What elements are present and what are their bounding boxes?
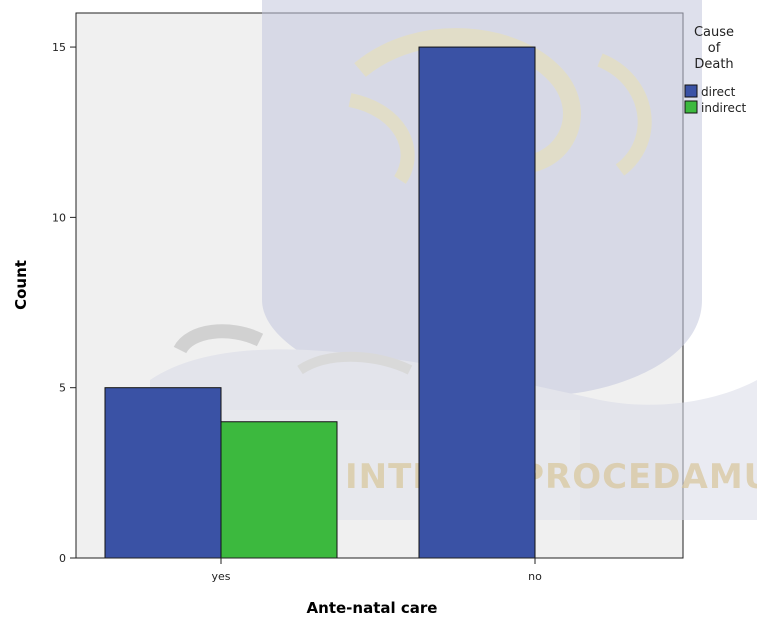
legend-label-indirect: indirect (701, 101, 747, 115)
legend: Cause of Death direct indirect (684, 25, 747, 115)
watermark-motto: INTEGRI PROCEDAMUS (345, 457, 757, 497)
y-ticks: 0 5 10 15 (52, 41, 76, 565)
bar-direct-yes (104, 387, 222, 559)
legend-items: direct indirect (684, 84, 747, 115)
bar-indirect-yes (220, 421, 338, 559)
y-tick-label: 0 (59, 552, 66, 565)
x-tick-label: yes (211, 570, 230, 583)
legend-label-direct: direct (701, 85, 736, 99)
x-ticks: yes no (211, 558, 542, 583)
bar-direct-no (418, 46, 536, 559)
x-tick-label: no (528, 570, 542, 583)
x-axis-title: Ante-natal care (307, 599, 438, 617)
legend-title-line-2: of (708, 41, 721, 56)
y-tick-label: 5 (59, 382, 66, 395)
y-tick-label: 15 (52, 41, 66, 54)
y-tick-label: 10 (52, 211, 66, 224)
legend-title-line-1: Cause (694, 25, 734, 40)
legend-swatch-direct (684, 84, 698, 98)
y-axis-title: Count (12, 260, 30, 310)
legend-swatch-indirect (684, 100, 698, 114)
bars-group (104, 46, 536, 559)
legend-title-line-3: Death (694, 57, 733, 72)
